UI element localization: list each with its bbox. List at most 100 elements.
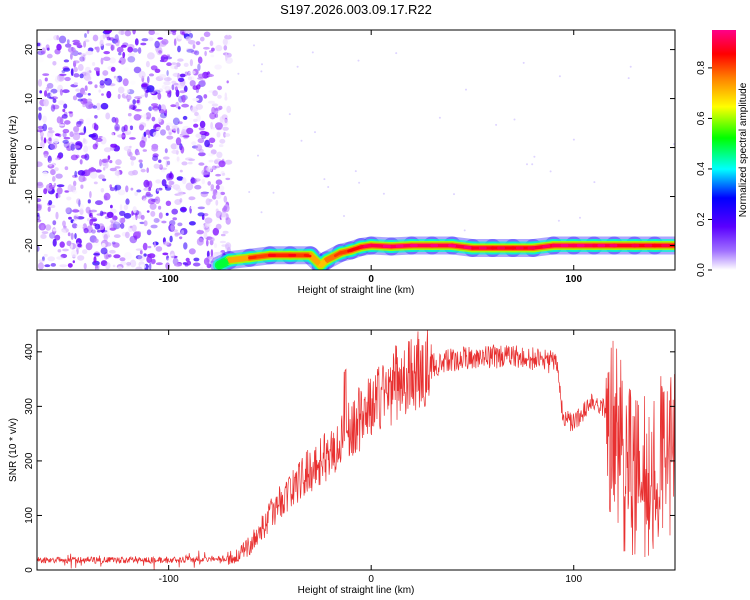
noise-blob [63,59,70,63]
noise-blob [145,191,151,197]
noise-blob [72,189,78,194]
noise-blob [37,214,41,220]
noise-blob [140,94,145,98]
noise-blob [166,70,169,76]
noise-blob [215,179,223,185]
noise-blob [123,212,132,219]
noise-blob [177,72,181,81]
noise-blob [166,62,172,67]
noise-blob [60,253,68,259]
noise-blob [94,264,99,269]
noise-blob [113,254,121,259]
noise-blob [129,103,134,109]
noise-blob [102,33,106,39]
noise-blob [223,195,228,203]
noise-blob [132,48,139,53]
noise-blob [194,50,200,56]
noise-blob [135,266,143,270]
noise-blob [38,259,45,263]
noise-blob [56,256,64,260]
noise-blob [193,118,198,123]
x-tick-label: 100 [565,274,582,285]
noise-blob [140,168,146,173]
noise-blob [110,204,113,209]
noise-blob [50,104,56,112]
noise-blob [129,145,132,149]
ridge-segment [227,256,252,262]
ridge-peak [248,255,257,260]
noise-blob [129,259,137,268]
noise-blob [176,176,184,181]
noise-blob [190,205,196,210]
noise-blob [77,255,85,261]
noise-blob [62,220,66,227]
noise-blob [59,73,67,77]
noise-blob [93,253,100,256]
noise-blob [37,245,40,252]
noise-blob [210,149,217,155]
noise-blob [104,162,109,169]
noise-blob [127,52,136,58]
noise-blob [181,177,187,185]
noise-blob [100,188,105,193]
noise-blob [47,206,51,212]
noise-blob [134,191,139,197]
noise-blob [218,105,223,110]
noise-blob [148,253,156,259]
noise-blob [141,230,144,234]
noise-blob [206,166,213,173]
noise-blob [224,34,232,40]
noise-blob [87,93,91,96]
noise-blob [91,132,99,141]
noise-blob [42,123,48,132]
noise-blob [88,87,94,93]
colorbar-tick-label: 0.0 [696,263,707,277]
noise-blob [95,169,102,173]
noise-blob [164,56,173,60]
noise-blob [164,64,168,72]
noise-blob [84,85,88,92]
noise-blob [188,158,196,162]
noise-blob [83,227,89,234]
noise-blob [54,234,61,241]
noise-blob [158,104,162,111]
noise-blob [50,96,58,100]
noise-blob [94,238,99,244]
noise-blob [212,126,215,130]
noise-blob [129,107,134,113]
noise-blob [189,59,193,67]
noise-blob [115,221,119,225]
noise-blob [114,117,119,125]
noise-blob [198,152,206,157]
noise-blob [119,204,123,211]
noise-blob [50,92,54,98]
noise-blob [50,169,56,176]
noise-blob [94,67,100,72]
noise-blob [116,217,121,222]
noise-blob [55,211,59,220]
noise-blob [136,189,142,193]
noise-blob [137,151,141,156]
snr-series-line [37,330,675,570]
noise-speck [288,113,291,116]
noise-blob [203,31,211,38]
noise-blob [195,103,203,110]
noise-blob [206,250,210,258]
noise-blob [60,229,67,236]
noise-blob [177,45,181,53]
noise-blob [109,187,115,192]
noise-blob [155,200,159,204]
noise-blob [52,228,57,232]
noise-blob [143,187,149,191]
noise-blob [73,82,79,86]
noise-blob [59,264,68,268]
noise-blob [82,169,91,177]
noise-blob [38,222,46,231]
y-tick-label: 20 [24,44,35,56]
noise-blob [114,76,119,84]
noise-blob [96,229,101,233]
noise-blob [142,198,148,203]
noise-blob [73,145,81,149]
noise-blob [82,137,86,143]
noise-blob [211,106,216,115]
